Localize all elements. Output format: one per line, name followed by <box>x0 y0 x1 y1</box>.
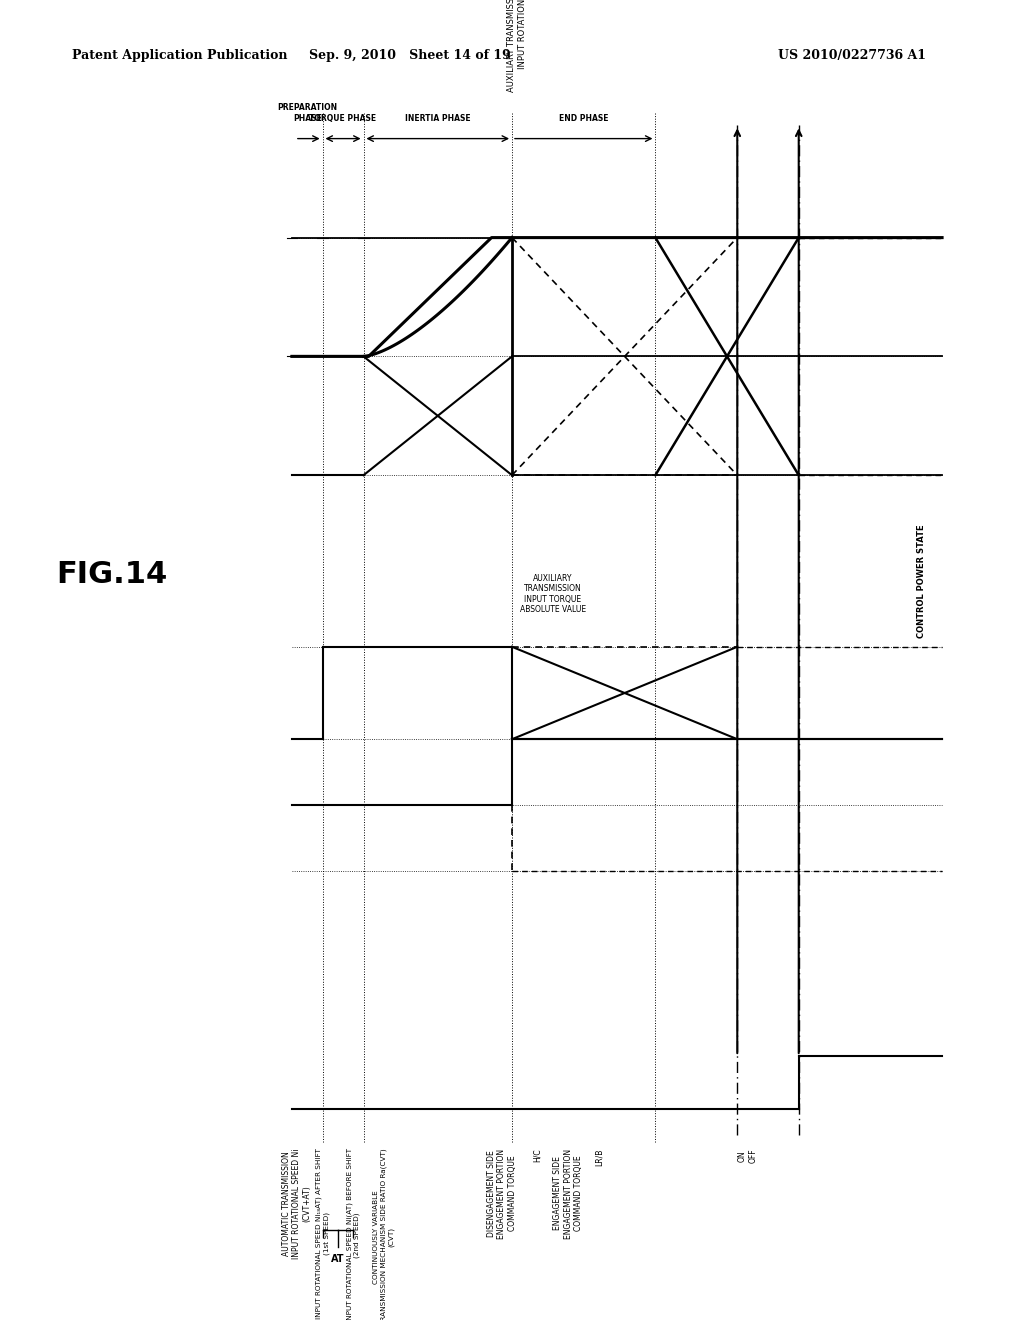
Text: INPUT ROTATIONAL SPEED Ni(AT) BEFORE SHIFT
(2nd SPEED): INPUT ROTATIONAL SPEED Ni(AT) BEFORE SHI… <box>346 1148 360 1320</box>
Text: AUXILIARY TRANSMISSION MECHANISM SIDE
INPUT ROTATIONAL SPEED Ni(AT): AUXILIARY TRANSMISSION MECHANISM SIDE IN… <box>508 0 526 92</box>
Text: AT: AT <box>331 1254 345 1265</box>
Text: LR/B: LR/B <box>595 1148 603 1166</box>
Text: INERTIA PHASE: INERTIA PHASE <box>404 114 471 123</box>
Text: ON
OFF: ON OFF <box>738 1148 757 1163</box>
Text: INPUT ROTATIONAL SPEED Ni₁₈AT) AFTER SHIFT
(1st SPEED): INPUT ROTATIONAL SPEED Ni₁₈AT) AFTER SHI… <box>315 1148 330 1319</box>
Text: H/C: H/C <box>534 1148 542 1162</box>
Text: PREPARATION
PHASE: PREPARATION PHASE <box>278 103 337 123</box>
Text: END PHASE: END PHASE <box>559 114 608 123</box>
Text: FIG.14: FIG.14 <box>56 560 168 589</box>
Text: TORQUE PHASE: TORQUE PHASE <box>309 114 377 123</box>
Text: CONTROL POWER STATE: CONTROL POWER STATE <box>918 524 926 638</box>
Text: ENGAGEMENT SIDE
ENGAGEMENT PORTION
COMMAND TORQUE: ENGAGEMENT SIDE ENGAGEMENT PORTION COMMA… <box>553 1148 584 1238</box>
Text: AUTOMATIC TRANSMISSION
INPUT ROTATIONAL SPEED Ni
(CVT+AT): AUTOMATIC TRANSMISSION INPUT ROTATIONAL … <box>282 1148 312 1259</box>
Text: CONTINUOUSLY VARIABLE
TRANSMISSION MECHANISM SIDE RATIO Ra(CVT)
(CVT): CONTINUOUSLY VARIABLE TRANSMISSION MECHA… <box>374 1148 394 1320</box>
Text: Patent Application Publication: Patent Application Publication <box>72 49 287 62</box>
Text: AUXILIARY
TRANSMISSION
INPUT TORQUE
ABSOLUTE VALUE: AUXILIARY TRANSMISSION INPUT TORQUE ABSO… <box>520 574 586 614</box>
Text: DISENGAGEMENT SIDE
ENGAGEMENT PORTION
COMMAND TORQUE: DISENGAGEMENT SIDE ENGAGEMENT PORTION CO… <box>486 1148 517 1238</box>
Text: Sep. 9, 2010   Sheet 14 of 19: Sep. 9, 2010 Sheet 14 of 19 <box>308 49 511 62</box>
Text: US 2010/0227736 A1: US 2010/0227736 A1 <box>778 49 927 62</box>
